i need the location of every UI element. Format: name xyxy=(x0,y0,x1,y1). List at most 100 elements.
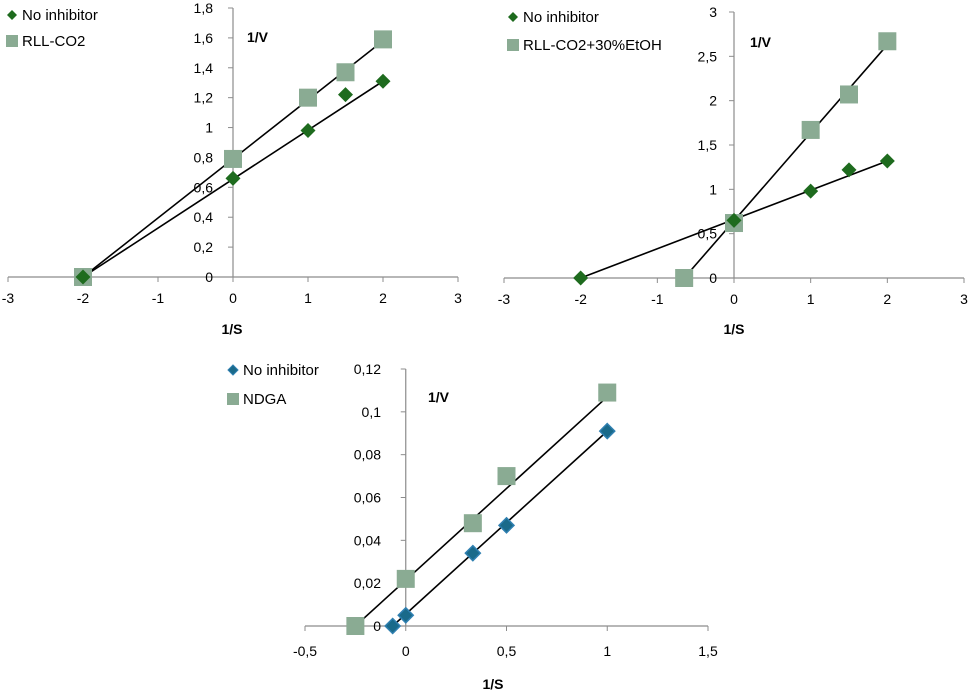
x-tick-label: -1 xyxy=(651,291,664,307)
x-tick-label: 1 xyxy=(304,290,312,306)
y-tick-label: 1,2 xyxy=(194,90,214,106)
legend-diamond-icon xyxy=(227,364,239,376)
data-point-diamond xyxy=(841,162,857,178)
x-axis-title: 1/S xyxy=(482,676,503,691)
y-tick-label: 1,6 xyxy=(194,30,214,46)
data-point-diamond xyxy=(75,269,91,285)
data-point-diamond xyxy=(397,606,415,624)
legend-entry: No inhibitor xyxy=(508,9,599,26)
legend-entry: RLL-CO2+30%EtOH xyxy=(507,37,662,54)
x-tick-label: -2 xyxy=(574,291,587,307)
data-point-diamond xyxy=(726,212,742,228)
y-tick-label: 0,4 xyxy=(194,209,214,225)
y-tick-label: 1,4 xyxy=(194,60,214,76)
legend-square-icon xyxy=(507,39,519,51)
y-tick-label: 0 xyxy=(373,618,381,634)
y-tick-label: 0 xyxy=(709,270,717,286)
x-tick-label: 3 xyxy=(960,291,968,307)
data-point-square xyxy=(336,63,355,82)
data-point-diamond xyxy=(384,617,402,635)
data-point-diamond xyxy=(464,544,482,562)
y-tick-label: 1 xyxy=(205,120,213,136)
x-tick-label: 1,5 xyxy=(698,643,718,659)
y-axis-title: 1/V xyxy=(247,29,269,45)
legend-label: No inhibitor xyxy=(243,362,319,379)
y-axis-title: 1/V xyxy=(750,34,772,50)
x-tick-label: 0 xyxy=(229,290,237,306)
y-tick-label: 0,02 xyxy=(354,575,381,591)
y-axis-title: 1/V xyxy=(428,389,450,405)
y-tick-label: 0,6 xyxy=(194,179,214,195)
trendline-inhibitor xyxy=(683,44,888,279)
data-point-square xyxy=(396,569,415,588)
data-point-diamond xyxy=(803,183,819,199)
y-tick-label: 3 xyxy=(709,4,717,20)
data-point-square xyxy=(878,32,897,51)
data-point-square xyxy=(675,269,694,287)
data-point-diamond xyxy=(497,516,516,534)
y-tick-label: 0,8 xyxy=(194,149,214,165)
data-point-diamond xyxy=(225,170,241,186)
x-axis-title: 1/S xyxy=(221,321,242,337)
y-tick-label: 2 xyxy=(709,93,717,109)
legend-label: NDGA xyxy=(243,391,286,408)
y-tick-label: 0,12 xyxy=(354,361,381,377)
data-point-diamond xyxy=(300,123,316,139)
x-tick-label: 0 xyxy=(730,291,738,307)
y-tick-label: 1,8 xyxy=(194,0,214,16)
legend-label: No inhibitor xyxy=(22,7,98,24)
y-tick-label: 0 xyxy=(205,269,213,285)
legend-entry: NDGA xyxy=(227,391,286,408)
y-tick-label: 0,2 xyxy=(194,239,214,255)
legend-entry: No inhibitor xyxy=(227,362,319,379)
data-point-square xyxy=(497,467,516,486)
data-point-diamond xyxy=(879,153,895,169)
x-tick-label: -1 xyxy=(152,290,165,306)
x-tick-label: -0,5 xyxy=(293,643,317,659)
data-point-square xyxy=(801,120,820,139)
x-tick-label: 2 xyxy=(379,290,387,306)
y-tick-label: 0,04 xyxy=(354,532,381,548)
y-tick-label: 1 xyxy=(709,181,717,197)
y-tick-label: 0,5 xyxy=(698,226,718,242)
y-tick-label: 0,08 xyxy=(354,447,381,463)
chart-2-inhibition-rll-co2-etoh: -3 -2 -1 0 1 2 3 0 0,5 1 1,5 2 2,5 3 1/V 1/S No inhibito… xyxy=(498,4,968,337)
legend-label: RLL-CO2+30%EtOH xyxy=(523,37,662,54)
data-point-diamond xyxy=(573,270,589,286)
x-tick-label: 0 xyxy=(402,643,410,659)
chart-1-competitive-inhibition-rll-co2: -3 -2 -1 0 1 2 3 0 0,2 0,4 0,6 0,8 1 1,2 1,4 1,6 1,8 1/V 1… xyxy=(2,0,462,337)
legend-diamond-icon xyxy=(7,10,17,20)
legend-square-icon xyxy=(227,393,239,405)
data-point-square xyxy=(374,30,392,49)
y-tick-label: 0,1 xyxy=(362,404,382,420)
data-point-square xyxy=(463,514,482,533)
data-point-square xyxy=(224,149,242,168)
x-tick-label: 2 xyxy=(883,291,891,307)
x-tick-label: 1 xyxy=(603,643,611,659)
x-tick-label: -3 xyxy=(498,291,511,307)
legend-entry: RLL-CO2 xyxy=(6,33,85,50)
x-tick-label: -3 xyxy=(2,290,15,306)
data-point-square xyxy=(598,383,617,402)
legend-label: RLL-CO2 xyxy=(22,33,85,50)
x-tick-label: 0,5 xyxy=(497,643,517,659)
x-tick-label: 1 xyxy=(807,291,815,307)
trendline-inhibitor xyxy=(354,396,608,627)
data-point-square xyxy=(299,88,317,107)
chart-3-inhibition-ndga: -0,5 0 0,5 1 1,5 0 0,02 0,04 0,06 0,08 0,1 0,12 1/V 1… xyxy=(227,361,718,691)
data-point-diamond xyxy=(598,422,616,440)
legend-diamond-icon xyxy=(508,12,518,22)
data-point-square xyxy=(840,85,858,104)
data-point-diamond xyxy=(338,87,353,103)
legend-entry: No inhibitor xyxy=(7,7,98,24)
legend-label: No inhibitor xyxy=(523,9,599,26)
x-axis-title: 1/S xyxy=(723,321,744,337)
data-point-diamond xyxy=(375,73,391,89)
y-tick-label: 2,5 xyxy=(698,48,718,64)
data-point-square xyxy=(346,617,365,635)
trendline-no-inhibitor xyxy=(392,430,608,627)
x-tick-label: -2 xyxy=(77,290,90,306)
legend-square-icon xyxy=(6,35,18,47)
y-tick-label: 0,06 xyxy=(354,490,381,506)
